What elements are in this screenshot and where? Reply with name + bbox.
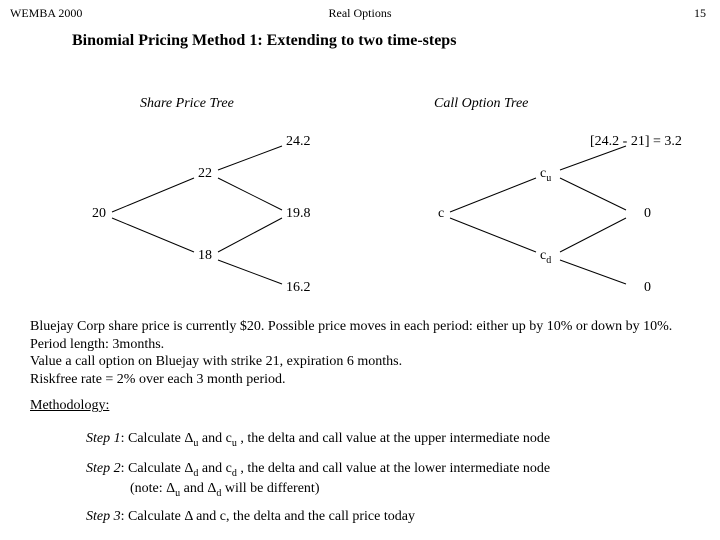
page-number: 15 <box>694 6 706 21</box>
share-up: 22 <box>198 166 212 182</box>
call-root: c <box>438 206 444 222</box>
header-center: Real Options <box>329 6 392 21</box>
call-dd: 0 <box>644 280 651 296</box>
problem-text: Bluejay Corp share price is currently $2… <box>30 318 690 388</box>
share-ud: 19.8 <box>286 206 311 222</box>
share-dd: 16.2 <box>286 280 311 296</box>
call-tree-title: Call Option Tree <box>434 96 528 112</box>
header-left: WEMBA 2000 <box>10 6 82 21</box>
share-down: 18 <box>198 248 212 264</box>
share-tree-title: Share Price Tree <box>140 96 234 112</box>
call-ud: 0 <box>644 206 651 222</box>
call-uu-calc: [24.2 - 21] = 3.2 <box>590 134 682 150</box>
share-root: 20 <box>92 206 106 222</box>
methodology-heading: Methodology: <box>30 398 109 414</box>
page-title: Binomial Pricing Method 1: Extending to … <box>72 32 456 50</box>
step-1: Step 1: Calculate Δu and cu , the delta … <box>86 430 690 450</box>
step-3: Step 3: Calculate Δ and c, the delta and… <box>86 508 690 526</box>
tree-diagrams: 20 22 18 24.2 19.8 16.2 c cu cd [24.2 - … <box>0 134 720 304</box>
step-2: Step 2: Calculate Δd and cd , the delta … <box>86 460 690 501</box>
call-up: cu <box>540 166 551 184</box>
share-uu: 24.2 <box>286 134 311 150</box>
call-down: cd <box>540 248 551 266</box>
tree-lines-svg <box>0 134 720 304</box>
